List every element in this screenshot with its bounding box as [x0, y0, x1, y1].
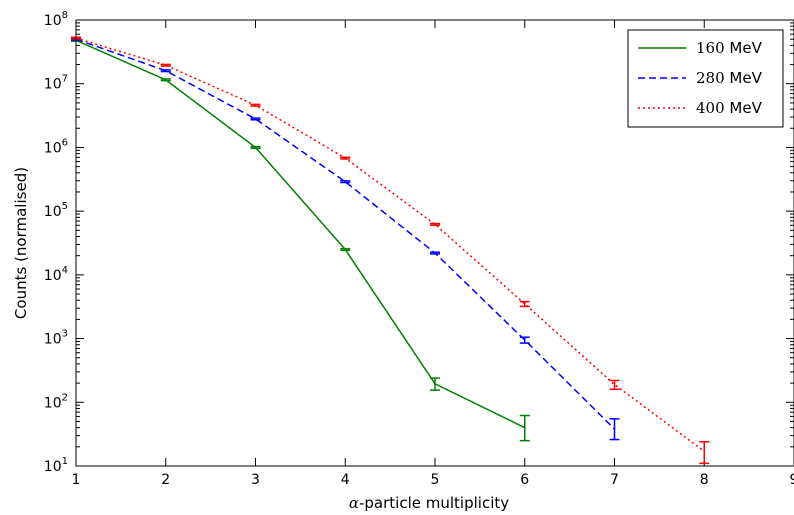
y-tick-base: 10	[44, 268, 62, 284]
error-bar	[250, 145, 261, 150]
tick-layer: 123456789101102103104105106107108	[44, 10, 794, 488]
error-bar	[699, 441, 710, 465]
error-bar	[160, 69, 171, 73]
y-tick-label: 105	[44, 201, 68, 220]
error-bar	[519, 300, 530, 308]
y-axis-label: Counts (normalised)	[12, 167, 30, 319]
x-tick-label: 4	[341, 472, 350, 488]
x-axis-label: α-particle multiplicity	[349, 494, 509, 512]
y-tick-base: 10	[44, 140, 62, 156]
legend-label-number: 400	[696, 99, 725, 117]
y-tick-exponent: 3	[62, 329, 68, 340]
y-tick-exponent: 2	[62, 392, 68, 403]
x-tick-label: 8	[700, 472, 709, 488]
error-bar	[160, 63, 171, 67]
x-tick-label: 6	[520, 472, 529, 488]
y-tick-exponent: 6	[62, 137, 68, 148]
x-tick-label: 7	[610, 472, 619, 488]
y-tick-label: 106	[44, 137, 68, 156]
y-tick-label: 103	[44, 329, 68, 348]
error-bar	[519, 336, 530, 344]
legend-item-280: 280 MeV	[638, 69, 763, 87]
error-bar	[609, 418, 620, 441]
error-bar	[250, 103, 261, 107]
legend-label: 160 MeV	[696, 39, 763, 57]
legend-label: 280 MeV	[696, 69, 763, 87]
error-bar	[609, 379, 620, 391]
legend-item-160: 160 MeV	[638, 39, 763, 57]
y-tick-base: 10	[44, 459, 62, 475]
legend-item-400: 400 MeV	[638, 99, 763, 117]
x-tick-label: 3	[251, 472, 260, 488]
error-bar	[250, 117, 261, 121]
error-bar	[519, 414, 530, 442]
error-bar	[340, 180, 351, 184]
series-line	[75, 38, 616, 430]
y-tick-base: 10	[44, 332, 62, 348]
error-bar	[340, 247, 351, 252]
legend-label-unit: MeV	[725, 69, 763, 87]
y-tick-base: 10	[44, 13, 62, 29]
series-280	[71, 37, 620, 441]
legend-label-number: 280	[696, 69, 725, 87]
y-tick-base: 10	[44, 204, 62, 220]
y-tick-label: 104	[44, 265, 68, 284]
y-tick-label: 101	[44, 456, 68, 475]
series-400	[71, 36, 710, 465]
x-axis-label-text: -particle multiplicity	[359, 494, 509, 512]
y-tick-label: 107	[44, 74, 68, 93]
error-bar	[430, 377, 440, 391]
y-tick-exponent: 5	[62, 201, 68, 212]
error-bar	[160, 78, 171, 82]
error-bar	[430, 251, 440, 255]
y-tick-label: 102	[44, 392, 68, 411]
legend-label-number: 160	[696, 39, 725, 57]
error-bar	[340, 156, 351, 160]
x-tick-label: 5	[431, 472, 440, 488]
series-line	[75, 39, 526, 429]
legend-label: 400 MeV	[696, 99, 763, 117]
y-tick-exponent: 4	[62, 265, 68, 276]
series-line	[75, 37, 705, 452]
y-tick-base: 10	[44, 395, 62, 411]
y-tick-exponent: 7	[62, 74, 68, 85]
series-160	[71, 38, 530, 442]
y-tick-label: 108	[44, 10, 68, 29]
x-axis-label-symbol: α	[349, 494, 359, 512]
legend-label-unit: MeV	[725, 39, 763, 57]
plot-frame	[75, 19, 794, 467]
series-layer	[71, 36, 710, 465]
y-tick-base: 10	[44, 77, 62, 93]
x-tick-label: 1	[72, 472, 81, 488]
x-tick-label: 2	[161, 472, 170, 488]
y-tick-exponent: 1	[62, 456, 68, 467]
y-tick-exponent: 8	[62, 10, 68, 21]
error-bar	[430, 222, 440, 226]
legend-label-unit: MeV	[725, 99, 763, 117]
x-tick-label: 9	[790, 472, 794, 488]
